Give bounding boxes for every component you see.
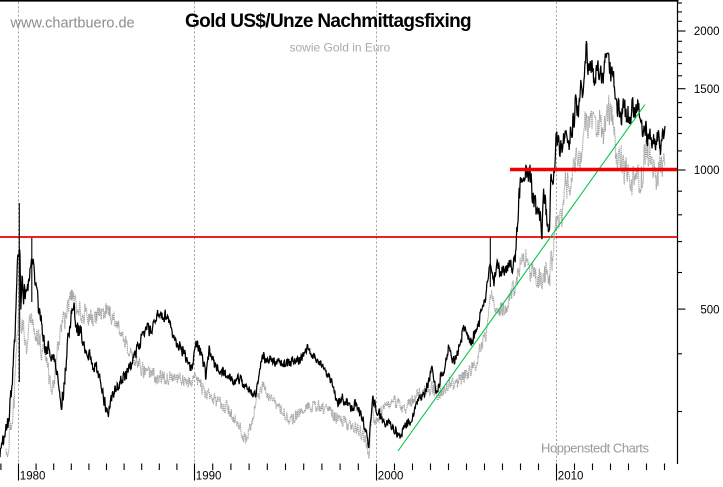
svg-text:2000: 2000 <box>378 471 404 483</box>
svg-text:2010: 2010 <box>558 471 584 483</box>
svg-text:500: 500 <box>700 304 719 316</box>
svg-text:1500: 1500 <box>694 84 720 96</box>
svg-text:1980: 1980 <box>20 471 46 483</box>
svg-text:sowie Gold in Euro: sowie Gold in Euro <box>290 41 391 55</box>
svg-text:Hoppenstedt Charts: Hoppenstedt Charts <box>541 441 649 456</box>
svg-text:1990: 1990 <box>196 471 222 483</box>
svg-text:2000: 2000 <box>694 26 720 38</box>
svg-text:Gold US$/Unze Nachmittagsfixin: Gold US$/Unze Nachmittagsfixing <box>185 11 471 32</box>
svg-text:www.chartbuero.de: www.chartbuero.de <box>10 16 135 32</box>
svg-text:1000: 1000 <box>694 165 720 177</box>
